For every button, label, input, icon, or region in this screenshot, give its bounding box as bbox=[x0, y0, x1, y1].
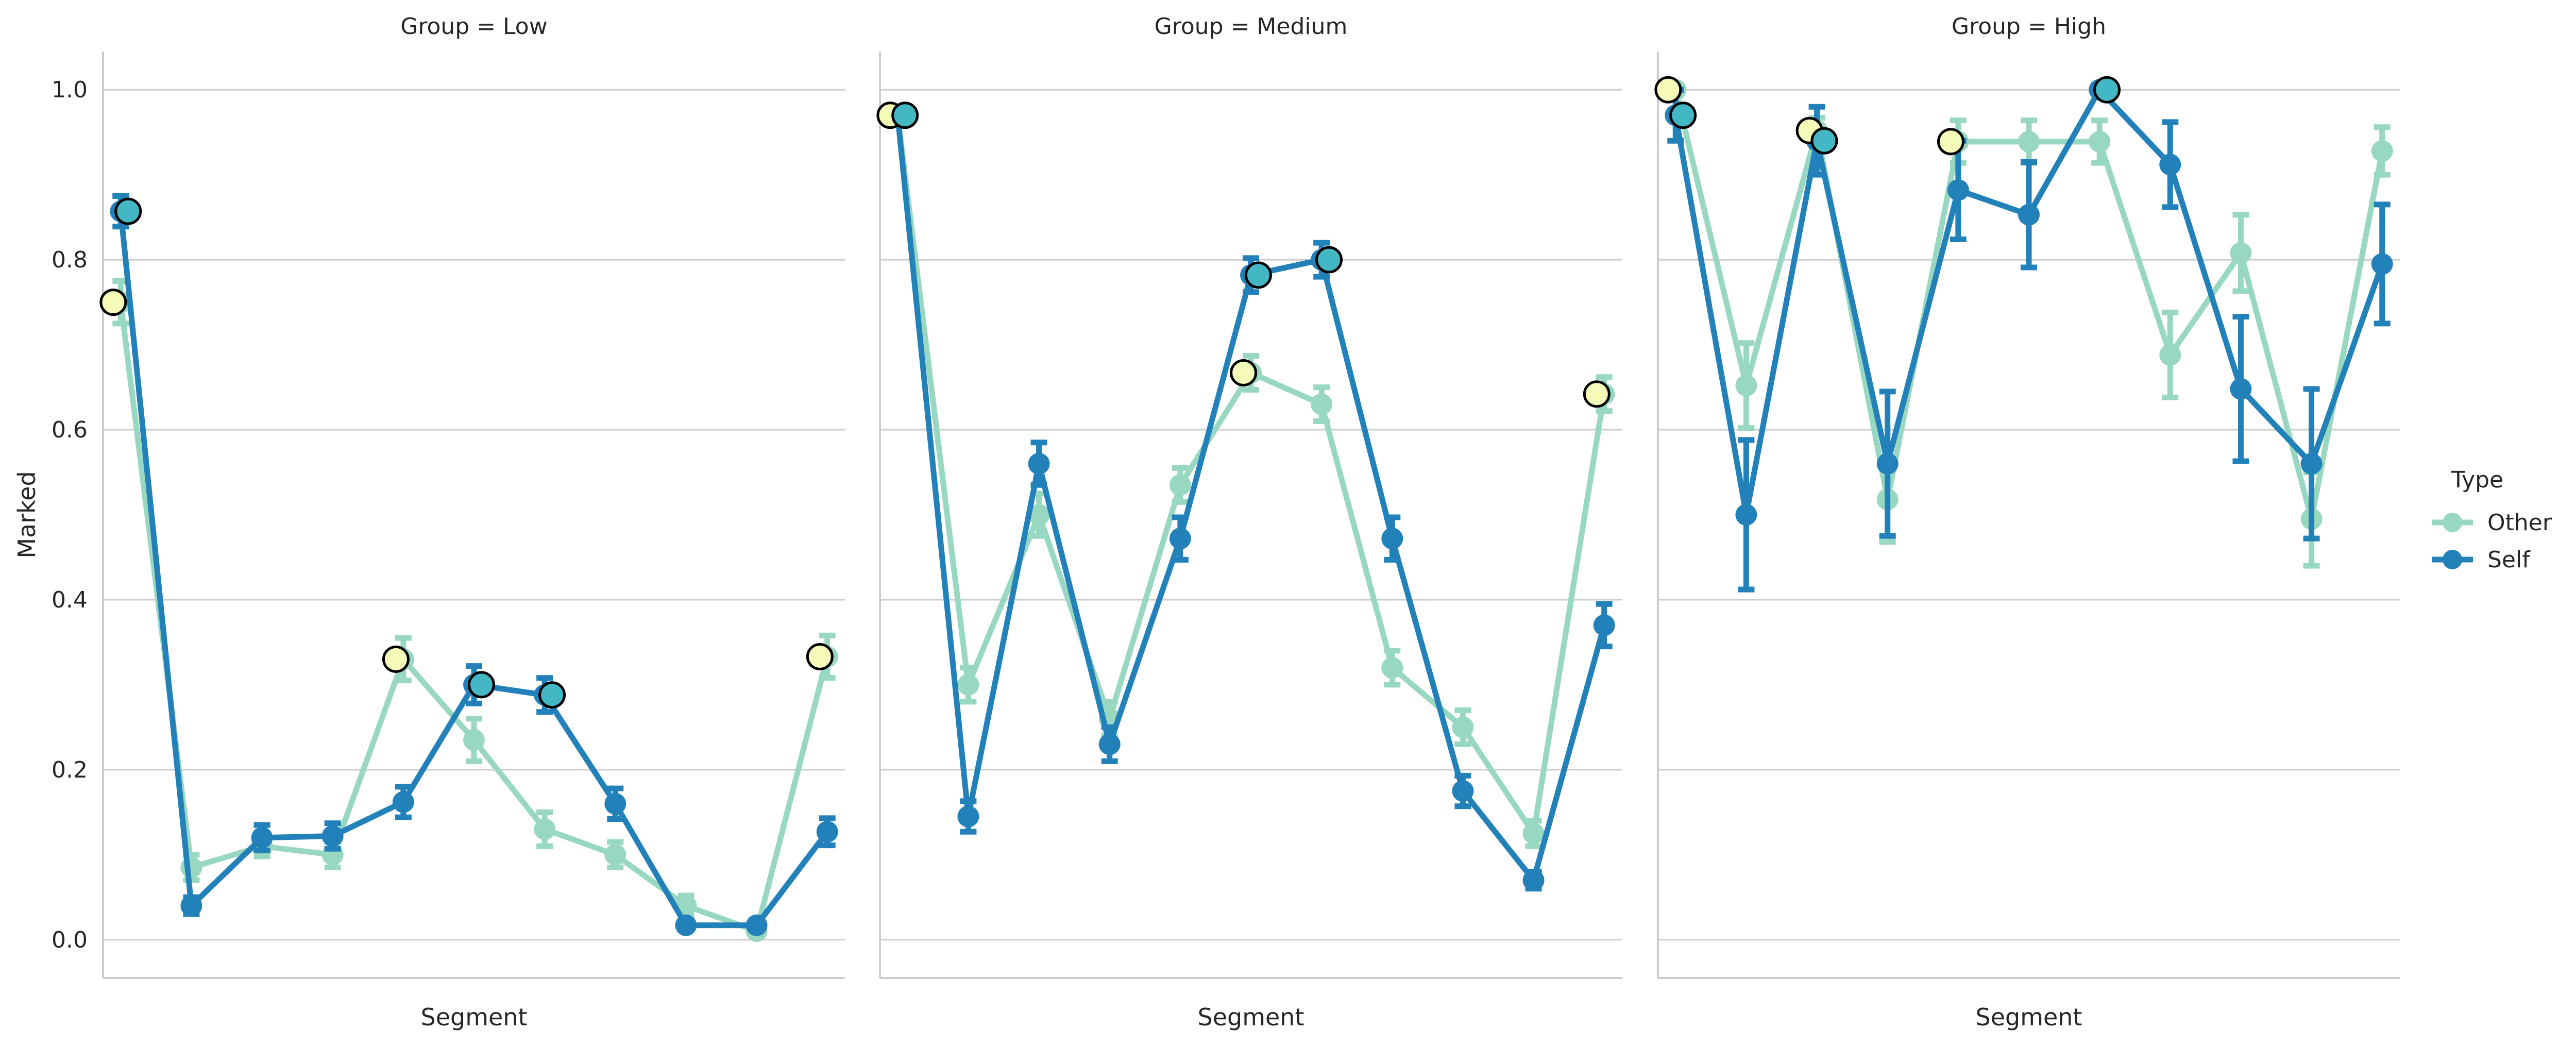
data-point-other-2-10 bbox=[2371, 140, 2393, 162]
data-point-other-2-1 bbox=[1735, 375, 1757, 397]
y-tick-label-1: 0.2 bbox=[52, 757, 88, 783]
y-tick-label-2: 0.4 bbox=[52, 587, 88, 613]
series-line-self-0 bbox=[117, 208, 831, 928]
data-point-self-1-4 bbox=[1169, 528, 1191, 550]
y-tick-label-3: 0.6 bbox=[52, 417, 88, 443]
series-line-other-1 bbox=[894, 112, 1607, 837]
data-point-self-2-9 bbox=[2300, 453, 2323, 475]
y-tick-label-4: 0.8 bbox=[52, 247, 88, 273]
data-point-self-2-3 bbox=[1876, 453, 1899, 475]
data-point-self-1-9 bbox=[1522, 869, 1545, 891]
panel-title-0: Group = Low bbox=[400, 13, 547, 40]
x-axis-label-0: Segment bbox=[421, 1003, 528, 1031]
highlight-point-self-1-4 bbox=[1315, 246, 1343, 274]
y-tick-label-0: 0.0 bbox=[52, 927, 88, 953]
highlight-point-other-1-5 bbox=[1583, 380, 1611, 408]
data-point-other-1-8 bbox=[1452, 716, 1474, 738]
data-point-other-0-6 bbox=[534, 818, 556, 840]
data-point-self-2-5 bbox=[2018, 204, 2040, 226]
data-point-self-2-8 bbox=[2230, 378, 2252, 400]
highlight-point-self-1-1 bbox=[891, 102, 919, 129]
data-point-self-2-1 bbox=[1735, 504, 1757, 526]
data-point-other-0-1 bbox=[180, 856, 202, 879]
data-point-self-1-8 bbox=[1452, 780, 1474, 802]
data-point-self-0-4 bbox=[392, 791, 414, 813]
data-point-self-1-10 bbox=[1593, 614, 1615, 636]
legend-marker-other bbox=[2443, 513, 2462, 532]
x-axis-label-2: Segment bbox=[1976, 1003, 2082, 1031]
data-point-other-0-5 bbox=[463, 729, 485, 751]
data-point-other-2-6 bbox=[2089, 130, 2111, 153]
highlight-point-self-2-5 bbox=[2093, 76, 2121, 104]
data-point-self-2-4 bbox=[1947, 179, 1969, 201]
highlight-point-other-0-5 bbox=[806, 643, 834, 670]
data-point-self-0-8 bbox=[675, 914, 697, 936]
highlight-point-self-0-4 bbox=[538, 681, 566, 709]
data-point-self-1-1 bbox=[957, 805, 979, 828]
y-axis-label: Marked bbox=[13, 471, 41, 558]
highlight-point-other-2-0 bbox=[1654, 76, 1682, 104]
data-point-self-0-3 bbox=[321, 825, 344, 847]
data-point-self-0-1 bbox=[180, 894, 202, 917]
highlight-point-self-0-3 bbox=[467, 671, 495, 699]
data-point-other-1-1 bbox=[957, 673, 979, 696]
highlight-point-other-0-0 bbox=[99, 289, 127, 316]
data-point-self-1-7 bbox=[1381, 528, 1403, 550]
data-point-self-0-7 bbox=[604, 792, 626, 815]
highlight-point-other-2-4 bbox=[1937, 128, 1964, 156]
y-tick-label-5: 1.0 bbox=[52, 77, 88, 103]
data-point-other-1-2 bbox=[1028, 504, 1050, 526]
data-point-other-1-6 bbox=[1311, 393, 1333, 415]
x-axis-label-1: Segment bbox=[1198, 1003, 1304, 1031]
highlight-point-self-0-1 bbox=[114, 197, 142, 225]
series-line-other-0 bbox=[117, 299, 831, 934]
highlight-point-other-1-2 bbox=[1230, 359, 1258, 387]
data-point-self-0-9 bbox=[745, 914, 768, 936]
data-point-other-2-7 bbox=[2159, 344, 2181, 366]
data-point-self-2-10 bbox=[2371, 253, 2393, 275]
highlight-point-self-1-3 bbox=[1244, 261, 1272, 289]
data-point-self-2-7 bbox=[2159, 154, 2181, 176]
data-point-other-2-5 bbox=[2018, 130, 2040, 153]
data-point-other-1-7 bbox=[1381, 656, 1403, 679]
panel-title-1: Group = Medium bbox=[1155, 13, 1348, 40]
data-point-self-0-10 bbox=[816, 821, 838, 843]
panel-title-2: Group = High bbox=[1952, 13, 2106, 40]
highlight-point-other-0-2 bbox=[382, 645, 410, 673]
data-point-other-0-7 bbox=[604, 843, 626, 866]
legend-label-other: Other bbox=[2487, 510, 2552, 536]
data-point-other-1-9 bbox=[1522, 822, 1545, 845]
data-point-self-1-2 bbox=[1028, 453, 1050, 475]
data-point-self-1-3 bbox=[1098, 733, 1121, 755]
data-point-self-0-2 bbox=[251, 826, 273, 849]
highlight-point-self-2-3 bbox=[1810, 127, 1838, 155]
legend-marker-self bbox=[2443, 550, 2462, 569]
data-point-other-1-4 bbox=[1169, 474, 1191, 496]
series-line-self-1 bbox=[894, 112, 1607, 883]
highlight-point-self-2-1 bbox=[1669, 102, 1697, 129]
legend-title: Type bbox=[2451, 467, 2503, 493]
legend-label-self: Self bbox=[2487, 547, 2531, 573]
data-point-other-2-8 bbox=[2230, 242, 2252, 264]
